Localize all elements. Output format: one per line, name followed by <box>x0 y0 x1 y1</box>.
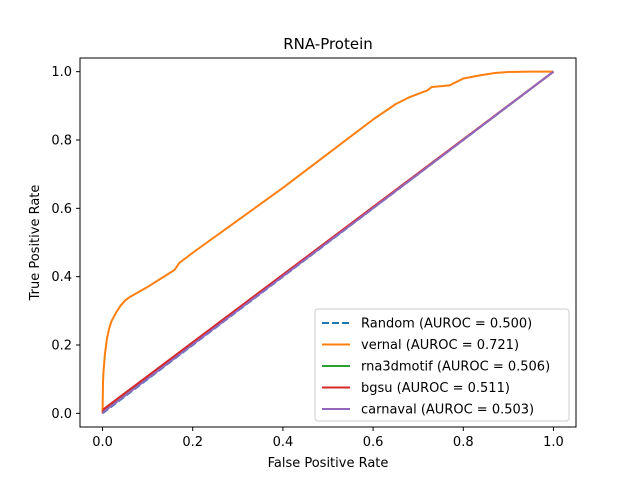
x-tick-label: 1.0 <box>543 435 564 450</box>
chart-title: RNA-Protein <box>283 35 373 53</box>
x-tick-label: 0.8 <box>453 435 474 450</box>
series-line-4 <box>101 70 555 414</box>
legend-label-3: bgsu (AUROC = 0.511) <box>361 381 510 396</box>
series-layer <box>101 70 555 415</box>
x-tick-label: 0.4 <box>273 435 294 450</box>
y-tick-label: 0.2 <box>51 339 72 354</box>
plot-frame <box>79 57 577 428</box>
legend-label-4: carnaval (AUROC = 0.503) <box>361 403 534 418</box>
legend-label-1: vernal (AUROC = 0.721) <box>361 338 519 353</box>
legend-label-0: Random (AUROC = 0.500) <box>361 317 532 332</box>
y-axis-label: True Positive Rate <box>28 185 43 302</box>
y-tick-label: 0.4 <box>51 270 72 285</box>
x-tick-label: 0.2 <box>182 435 203 450</box>
legend-items: Random (AUROC = 0.500) vernal (AUROC = 0.… <box>322 317 550 418</box>
y-tick-label: 0.0 <box>51 407 72 422</box>
x-tick-label: 0.0 <box>92 435 113 450</box>
y-tick-label: 1.0 <box>51 65 72 80</box>
y-axis-ticks: 0.0 0.2 0.4 0.6 0.8 1.0 <box>51 65 80 422</box>
y-tick-label: 0.8 <box>51 134 72 149</box>
x-tick-label: 0.6 <box>363 435 384 450</box>
legend: Random (AUROC = 0.500) vernal (AUROC = 0.… <box>314 308 570 422</box>
x-axis-ticks: 0.0 0.2 0.4 0.6 0.8 1.0 <box>92 427 564 450</box>
x-axis-label: False Positive Rate <box>268 456 389 471</box>
legend-box <box>314 308 570 422</box>
y-tick-label: 0.6 <box>51 202 72 217</box>
legend-label-2: rna3dmotif (AUROC = 0.506) <box>361 360 550 375</box>
series-line-1 <box>101 70 554 414</box>
